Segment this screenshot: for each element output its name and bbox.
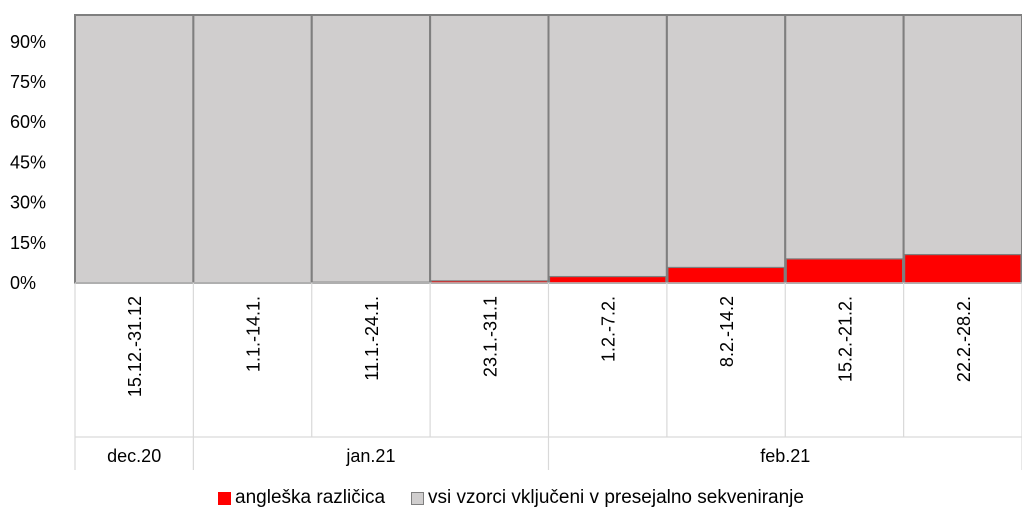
y-tick-label: 90%: [10, 32, 46, 52]
x-tick-label: 15.2.-21.2.: [835, 296, 855, 382]
x-tick-label: 22.2.-28.2.: [954, 296, 974, 382]
x-axis-groups: dec.20 jan.21 feb.21: [107, 446, 810, 466]
legend-item-red: angleška različica: [218, 486, 385, 510]
legend-swatch-red: [218, 491, 232, 505]
bar-gray: [665, 14, 787, 284]
y-tick-label: 75%: [10, 72, 46, 92]
bar-gray: [310, 14, 432, 284]
bar-gray: [547, 14, 668, 284]
x-tick-label: 23.1.-31.1: [480, 296, 500, 377]
bar-gray: [902, 14, 1022, 284]
legend-label-red: angleška različica: [235, 487, 386, 508]
y-tick-label: 0%: [10, 273, 36, 293]
x-tick-label: 1.2.-7.2.: [599, 296, 619, 362]
x-axis-ticks: 15.12.-31.12 1.1.-14.1. 11.1.-24.1. 23.1.-3…: [125, 296, 974, 397]
legend: angleška različica vsi vzorci vključeni …: [0, 486, 1022, 510]
y-tick-label: 45%: [10, 152, 46, 172]
x-tick-label: 11.1.-24.1.: [362, 296, 382, 381]
bar-gray: [74, 14, 195, 284]
bar-gray: [784, 14, 905, 284]
bar-gray: [192, 14, 313, 284]
bar-red: [548, 275, 667, 284]
legend-item-gray: vsi vzorci vključeni v presejalno sekven…: [411, 486, 804, 510]
y-axis-ticks: 90% 75% 60% 45% 30% 15% 0%: [10, 32, 46, 293]
axis-lines: [74, 282, 1022, 470]
bar-red: [904, 253, 1022, 284]
bars: [74, 14, 1022, 284]
bar-red: [667, 266, 785, 284]
group-label: dec.20: [107, 446, 161, 466]
bar-red: [785, 258, 904, 284]
x-tick-label: 1.1.-14.1.: [244, 296, 264, 372]
bar-gray: [429, 14, 550, 284]
x-tick-label: 15.12.-31.12: [125, 296, 145, 397]
y-tick-label: 15%: [10, 233, 46, 253]
group-label: feb.21: [760, 446, 810, 466]
group-label: jan.21: [345, 446, 395, 466]
x-tick-label: 8.2.-14.2: [717, 296, 737, 367]
y-tick-label: 60%: [10, 112, 46, 132]
y-tick-label: 30%: [10, 193, 46, 213]
legend-label-gray: vsi vzorci vključeni v presejalno sekven…: [428, 487, 804, 508]
legend-swatch-gray: [411, 491, 425, 505]
